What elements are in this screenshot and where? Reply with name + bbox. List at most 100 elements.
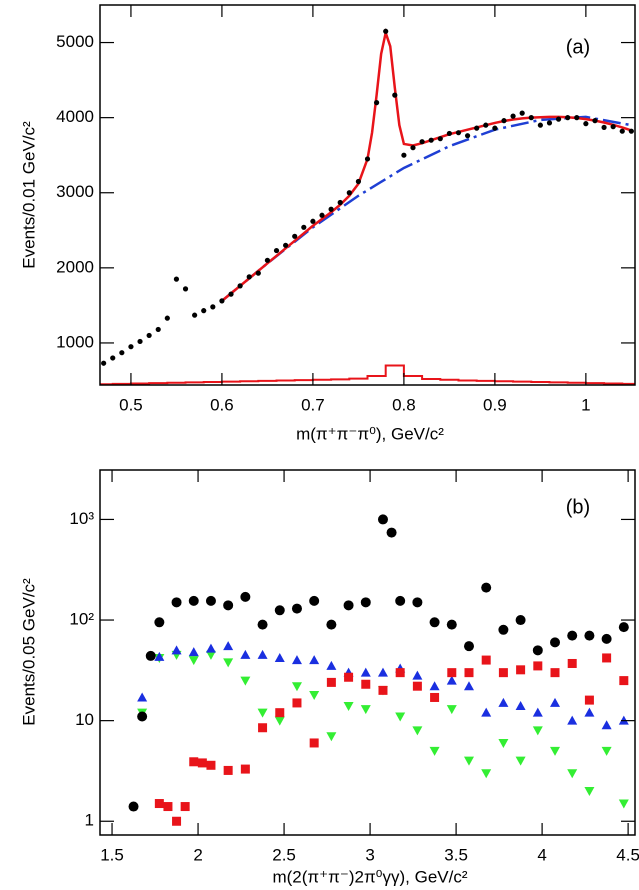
data-point [137, 692, 148, 702]
data-point [182, 286, 189, 292]
data-point [428, 137, 434, 143]
data-point [154, 799, 164, 809]
data-point [360, 667, 371, 677]
data-point [430, 692, 440, 702]
panel-a: m(π⁺π⁻π⁰), GeV/c² Events/0.01 GeV/c² (a)… [19, 4, 636, 443]
data-point [205, 650, 216, 660]
data-point [210, 304, 216, 310]
data-point [326, 660, 337, 670]
data-point [171, 597, 182, 608]
data-point [119, 350, 125, 356]
data-point [601, 633, 612, 644]
data-point [258, 723, 268, 733]
data-point [583, 121, 589, 127]
data-point [326, 677, 336, 687]
data-point [128, 344, 134, 350]
data-point [145, 650, 156, 661]
y-tick-label: 2000 [56, 257, 94, 276]
data-point [192, 312, 198, 318]
data-point [498, 738, 509, 748]
data-point [171, 645, 182, 655]
plot-area [128, 514, 629, 826]
panel-annotation: (a) [566, 36, 590, 58]
x-tick-label: 4.5 [616, 845, 639, 864]
data-point [291, 603, 302, 614]
data-point [392, 92, 398, 98]
data-point [110, 355, 116, 361]
data-point [154, 651, 165, 661]
data-point [146, 332, 152, 339]
data-point [410, 145, 416, 151]
data-point [274, 652, 285, 662]
data-point [574, 115, 580, 121]
data-point [240, 764, 250, 774]
data-point [155, 326, 161, 333]
x-tick-label: 4 [537, 845, 546, 864]
data-point [240, 676, 251, 686]
histogram [100, 364, 635, 385]
panel-b: m(2(π⁺π⁻)2π⁰γγ), GeV/c² Events/0.05 GeV/… [19, 469, 639, 886]
data-point [516, 665, 526, 675]
data-point [619, 676, 629, 686]
data-point [386, 527, 397, 538]
data-point [429, 681, 440, 691]
data-point [419, 139, 425, 145]
data-point [188, 656, 199, 666]
data-point [429, 617, 440, 628]
data-point [326, 619, 337, 630]
data-point [205, 643, 216, 653]
data-point [584, 707, 595, 717]
data-point [446, 675, 457, 685]
data-point [550, 668, 560, 678]
x-tick-label: 3 [365, 845, 374, 864]
data-point [510, 113, 516, 119]
plot-area [100, 28, 635, 385]
data-point [206, 760, 216, 770]
data-point [223, 658, 234, 668]
data-point [309, 690, 320, 700]
data-point [137, 338, 143, 345]
data-point [628, 128, 634, 134]
data-point [137, 711, 148, 722]
data-point [237, 283, 243, 289]
data-point [310, 218, 316, 224]
data-point [515, 700, 526, 710]
x-tick-label: 0.5 [119, 395, 143, 414]
data-point [343, 600, 354, 611]
y-axis-label: Events/0.01 GeV/c² [19, 121, 38, 269]
data-point [292, 233, 298, 239]
data-point [395, 712, 406, 722]
data-point [567, 715, 578, 725]
data-point [533, 661, 543, 671]
data-point [618, 622, 629, 633]
data-point [201, 308, 207, 314]
data-point [412, 597, 423, 608]
data-point [474, 125, 480, 131]
data-point [219, 298, 225, 304]
plot-frame [99, 469, 636, 836]
x-tick-label: 3.5 [444, 845, 468, 864]
data-point [492, 125, 498, 131]
data-point [550, 746, 561, 756]
data-point [532, 707, 543, 717]
data-point [163, 802, 173, 812]
data-point [446, 130, 452, 137]
data-point [584, 630, 595, 641]
data-point [164, 315, 170, 321]
data-point [618, 799, 629, 809]
data-point [205, 595, 216, 606]
data-point [257, 708, 268, 718]
data-point [546, 120, 553, 126]
data-point [463, 756, 474, 766]
data-point [344, 672, 354, 682]
plot-frame [99, 4, 636, 386]
data-point [264, 257, 271, 263]
data-point [412, 670, 423, 680]
data-point [240, 591, 251, 602]
data-point [101, 360, 107, 366]
data-point [412, 726, 423, 736]
data-point [309, 595, 320, 606]
data-point [172, 816, 182, 826]
data-point [437, 136, 443, 142]
x-tick-label: 0.7 [301, 395, 325, 414]
